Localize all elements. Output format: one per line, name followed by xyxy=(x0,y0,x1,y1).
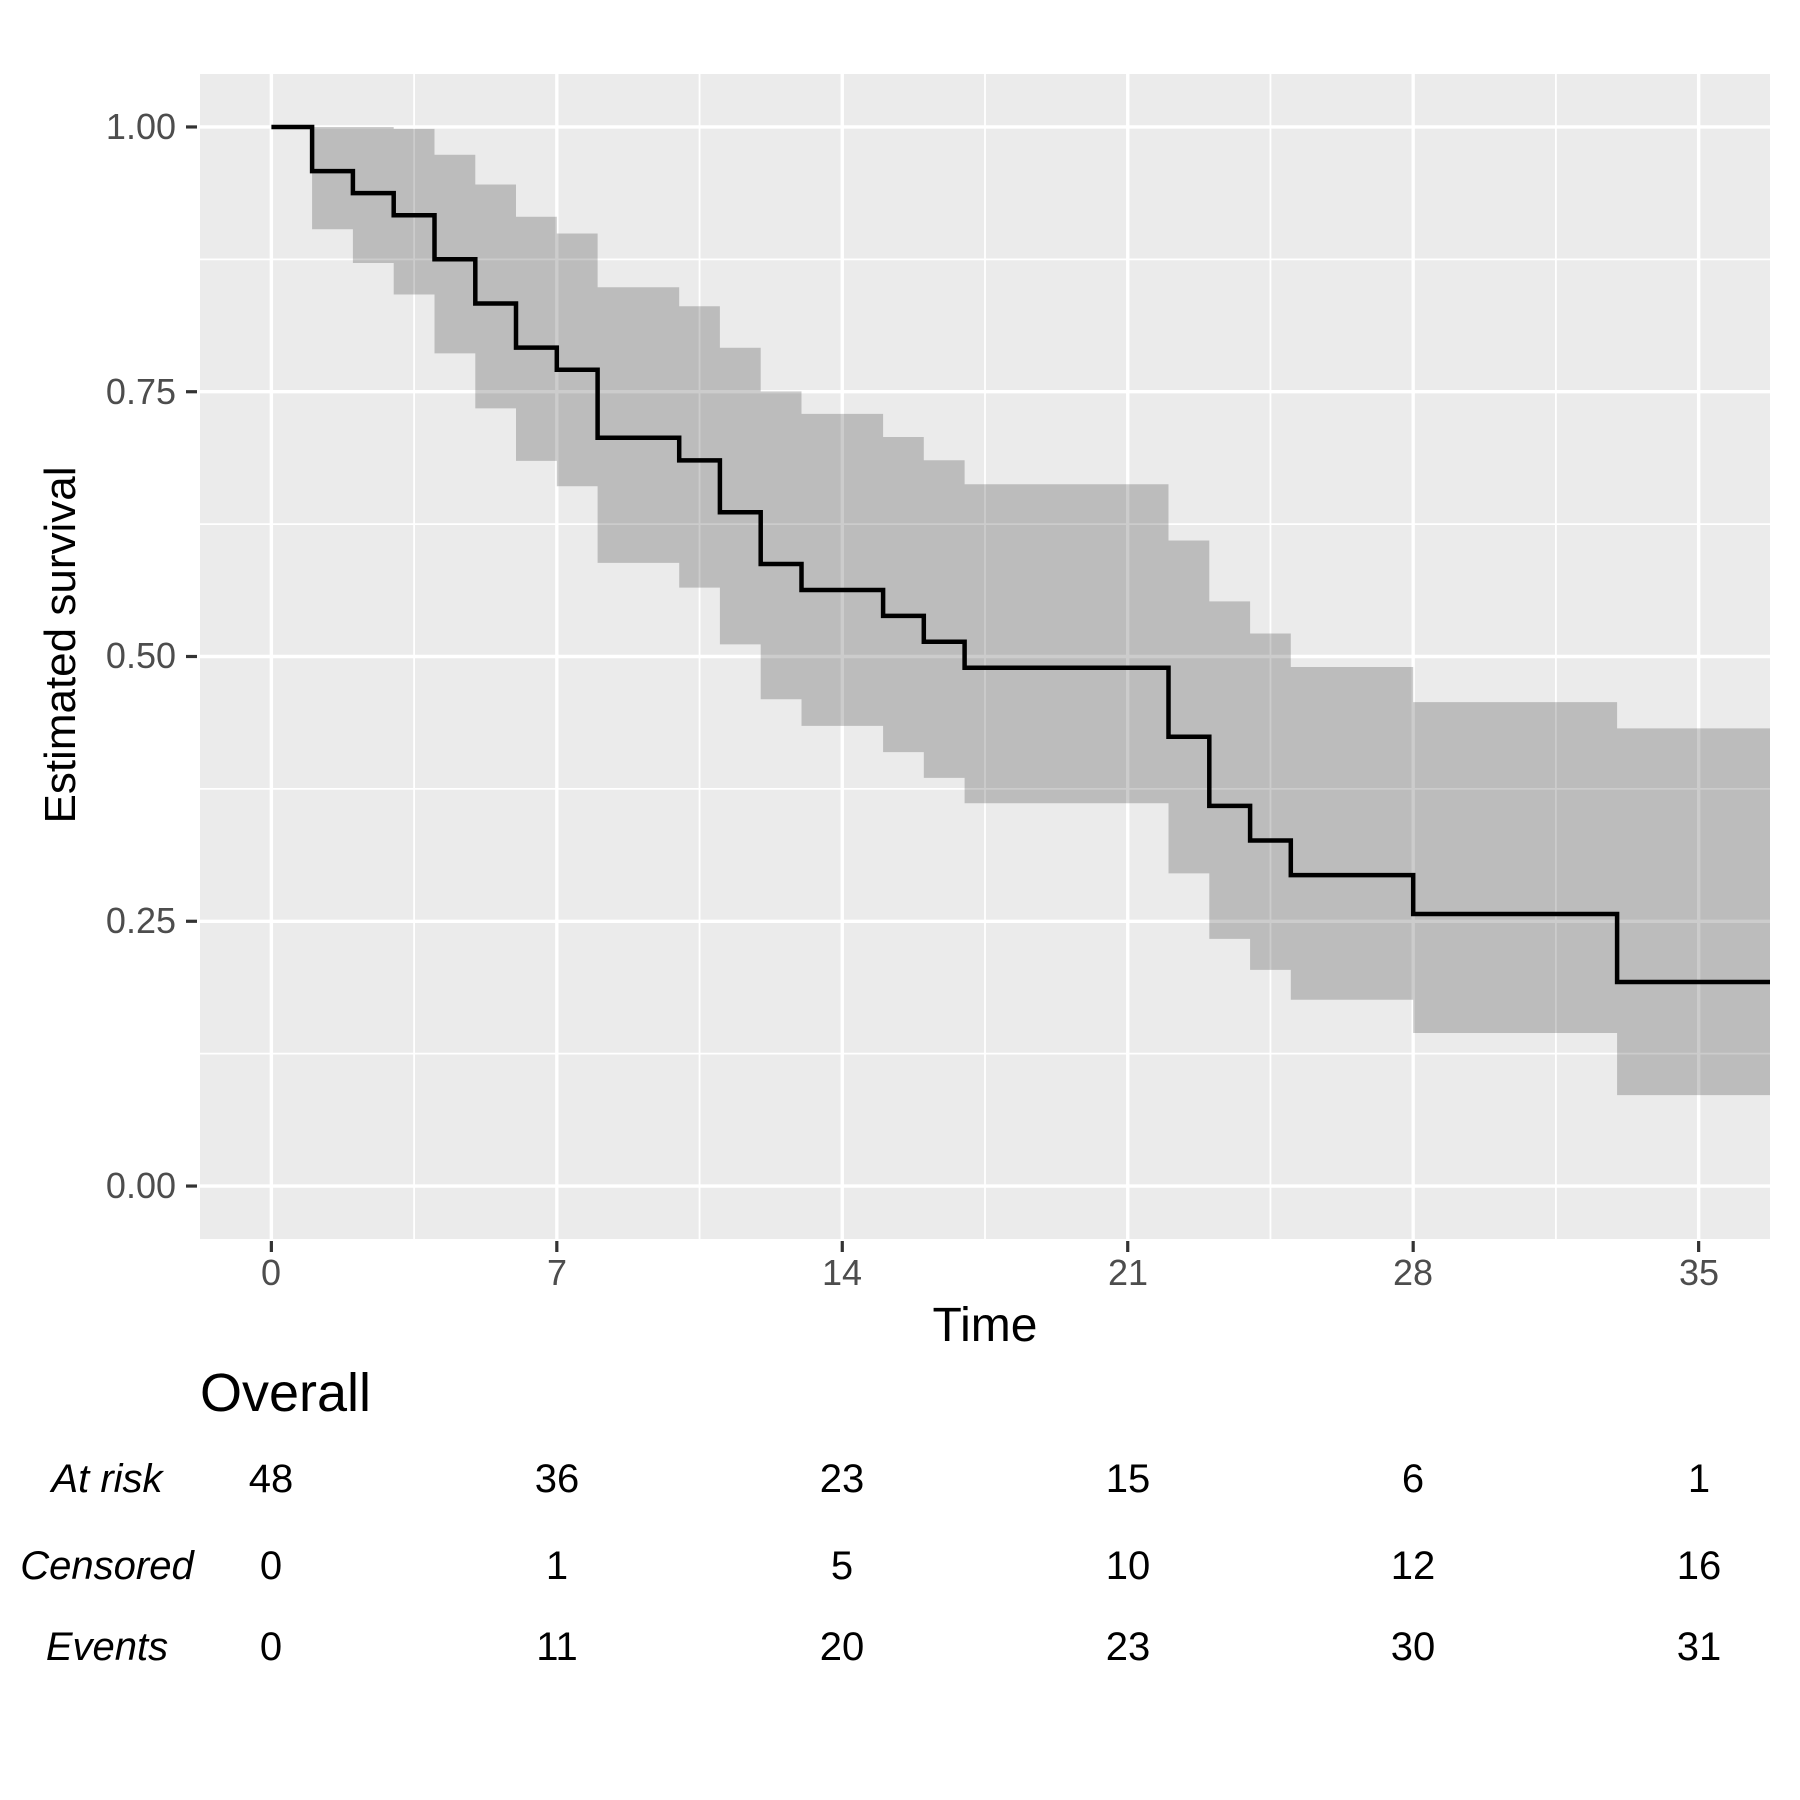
x-tick-label-14: 14 xyxy=(821,1252,863,1293)
x-tick-label-28: 28 xyxy=(1392,1252,1434,1293)
events-value-t28: 30 xyxy=(1390,1625,1436,1669)
x-tick-label-7: 7 xyxy=(546,1252,568,1293)
at-risk-value-t21: 15 xyxy=(1105,1457,1151,1501)
at-risk-value-t0: 48 xyxy=(248,1457,294,1501)
survival-step-curve xyxy=(271,124,1770,985)
events-value-t14: 20 xyxy=(819,1625,865,1669)
events-value-t0: 0 xyxy=(259,1625,283,1669)
y-tick-label-0.50: 0.50 xyxy=(105,635,176,676)
censored-value-t0: 0 xyxy=(259,1544,283,1588)
y-tick-label-0.75: 0.75 xyxy=(105,371,176,412)
axis-tick-marks xyxy=(186,125,1701,1252)
events-value-t35: 31 xyxy=(1676,1625,1722,1669)
at-risk-value-t14: 23 xyxy=(819,1457,865,1501)
risk-table-row-label-events: Events xyxy=(45,1625,169,1669)
censored-value-t21: 10 xyxy=(1105,1544,1151,1588)
confidence-band xyxy=(312,127,1771,1096)
censored-value-t35: 16 xyxy=(1676,1544,1722,1588)
x-tick-label-35: 35 xyxy=(1678,1252,1720,1293)
y-tick-label-1.00: 1.00 xyxy=(105,106,176,147)
x-tick-label-0: 0 xyxy=(260,1252,282,1293)
events-value-t21: 23 xyxy=(1105,1625,1151,1669)
risk-table-title: Overall xyxy=(200,1363,372,1423)
events-value-t7: 11 xyxy=(536,1625,578,1669)
censored-value-t28: 12 xyxy=(1390,1544,1436,1588)
y-tick-label-0.25: 0.25 xyxy=(105,900,176,941)
y-tick-label-0.00: 0.00 xyxy=(105,1165,176,1206)
risk-table-row-label-at-risk: At risk xyxy=(51,1457,163,1501)
y-axis-title: Estimated survival xyxy=(36,466,85,824)
x-axis-title: Time xyxy=(932,1299,1038,1352)
risk-table-row-label-censored: Censored xyxy=(20,1544,194,1588)
at-risk-value-t35: 1 xyxy=(1687,1457,1711,1501)
x-tick-label-21: 21 xyxy=(1107,1252,1149,1293)
censored-value-t7: 1 xyxy=(545,1544,569,1588)
censored-value-t14: 5 xyxy=(830,1544,854,1588)
major-gridlines xyxy=(200,74,1770,1239)
at-risk-value-t28: 6 xyxy=(1401,1457,1425,1501)
at-risk-value-t7: 36 xyxy=(534,1457,580,1501)
